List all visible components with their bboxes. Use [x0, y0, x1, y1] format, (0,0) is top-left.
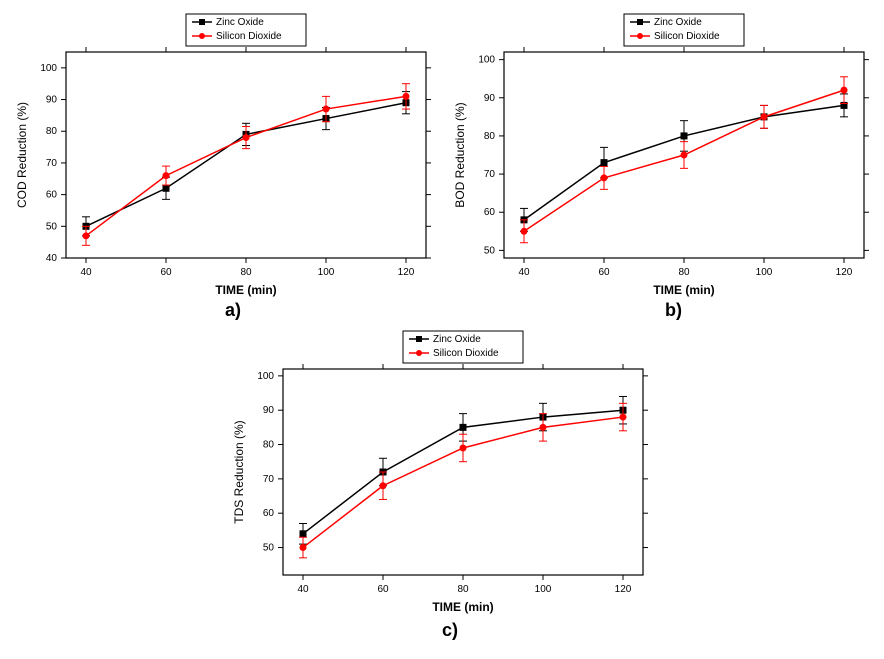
- x-axis-label: TIME (min): [215, 283, 276, 297]
- y-tick-label: 100: [478, 55, 495, 66]
- legend-label: Zinc Oxide: [433, 334, 481, 345]
- x-tick-label: 40: [297, 584, 309, 595]
- marker-circle: [163, 172, 170, 179]
- y-tick-label: 100: [40, 63, 57, 74]
- x-tick-label: 40: [518, 267, 530, 278]
- x-tick-label: 60: [377, 584, 389, 595]
- x-tick-label: 120: [398, 267, 415, 278]
- x-axis-label: TIME (min): [653, 283, 714, 297]
- marker-square: [163, 185, 170, 192]
- panel-c: 40 60 80 100 120 50 60 70 80 90 100 TIME (min) TDS R…: [225, 325, 655, 625]
- y-axis-label: BOD Reduction (%): [453, 102, 467, 207]
- y-tick-label: 80: [484, 131, 496, 142]
- y-tick-label: 50: [263, 543, 275, 554]
- x-tick-label: 120: [615, 584, 632, 595]
- marker-circle: [681, 152, 688, 159]
- legend-label: Silicon Dioxide: [654, 31, 720, 42]
- x-tick-label: 80: [457, 584, 469, 595]
- panel-b: 40 60 80 100 120 50 60 70 80 90 100 TIME (min) BOD R…: [446, 8, 876, 308]
- x-tick-label: 60: [160, 267, 172, 278]
- marker-circle: [540, 424, 547, 431]
- marker-circle: [243, 134, 250, 141]
- y-tick-label: 80: [46, 126, 58, 137]
- marker-circle: [761, 113, 768, 120]
- marker-circle: [601, 174, 608, 181]
- marker-circle: [620, 414, 627, 421]
- chart-svg: 40 60 80 100 120 50 60 70 80 90 100 TIME (min) BOD R…: [446, 8, 876, 308]
- x-tick-label: 60: [598, 267, 610, 278]
- y-tick-label: 90: [484, 93, 496, 104]
- panel-label-b: b): [665, 300, 682, 321]
- y-tick-label: 80: [263, 440, 275, 451]
- y-tick-label: 70: [263, 474, 275, 485]
- marker-circle: [521, 228, 528, 235]
- marker-circle: [300, 544, 307, 551]
- marker-circle: [460, 444, 467, 451]
- marker-circle: [380, 482, 387, 489]
- panel-label-a: a): [225, 300, 241, 321]
- x-tick-label: 120: [836, 267, 853, 278]
- x-tick-label: 100: [535, 584, 552, 595]
- legend-label: Silicon Dioxide: [433, 348, 499, 359]
- panel-label-c: c): [442, 620, 458, 641]
- chart-svg: 40 60 80 100 120 50 60 70 80 90 100 TIME (min) TDS R…: [225, 325, 655, 625]
- marker-circle: [841, 87, 848, 94]
- marker-square: [300, 530, 307, 537]
- series-line-silicon_dioxide: [86, 96, 406, 235]
- y-tick-label: 50: [484, 245, 496, 256]
- y-tick-label: 70: [484, 169, 496, 180]
- marker-square: [601, 159, 608, 166]
- y-tick-label: 70: [46, 158, 58, 169]
- legend-label: Silicon Dioxide: [216, 31, 282, 42]
- y-tick-label: 40: [46, 253, 58, 264]
- y-axis-label: TDS Reduction (%): [232, 420, 246, 523]
- y-tick-label: 50: [46, 221, 58, 232]
- y-tick-label: 90: [46, 95, 58, 106]
- series-line-zinc_oxide: [86, 103, 406, 227]
- marker-circle: [323, 106, 330, 113]
- chart-svg: 40 60 80 100 120 40 50 60 70 80 90 100 TIME (min) COD…: [8, 8, 438, 308]
- figure-root: 40 60 80 100 120 40 50 60 70 80 90 100 TIME (min) COD…: [0, 0, 884, 659]
- legend-label: Zinc Oxide: [654, 17, 702, 28]
- y-tick-label: 60: [484, 207, 496, 218]
- x-axis-label: TIME (min): [432, 600, 493, 614]
- marker-square: [460, 424, 467, 431]
- legend-label: Zinc Oxide: [216, 17, 264, 28]
- plot-border: [283, 369, 643, 575]
- x-tick-label: 40: [80, 267, 92, 278]
- y-axis-label: COD Reduction (%): [15, 102, 29, 208]
- x-tick-label: 80: [678, 267, 690, 278]
- x-tick-label: 100: [318, 267, 335, 278]
- y-tick-label: 100: [257, 371, 274, 382]
- y-tick-label: 60: [263, 508, 275, 519]
- y-tick-label: 90: [263, 405, 275, 416]
- x-tick-label: 100: [756, 267, 773, 278]
- panel-a: 40 60 80 100 120 40 50 60 70 80 90 100 TIME (min) COD…: [8, 8, 438, 308]
- y-tick-label: 60: [46, 190, 58, 201]
- marker-circle: [83, 232, 90, 239]
- plot-border: [66, 52, 426, 258]
- x-tick-label: 80: [240, 267, 252, 278]
- marker-square: [681, 132, 688, 139]
- marker-circle: [403, 93, 410, 100]
